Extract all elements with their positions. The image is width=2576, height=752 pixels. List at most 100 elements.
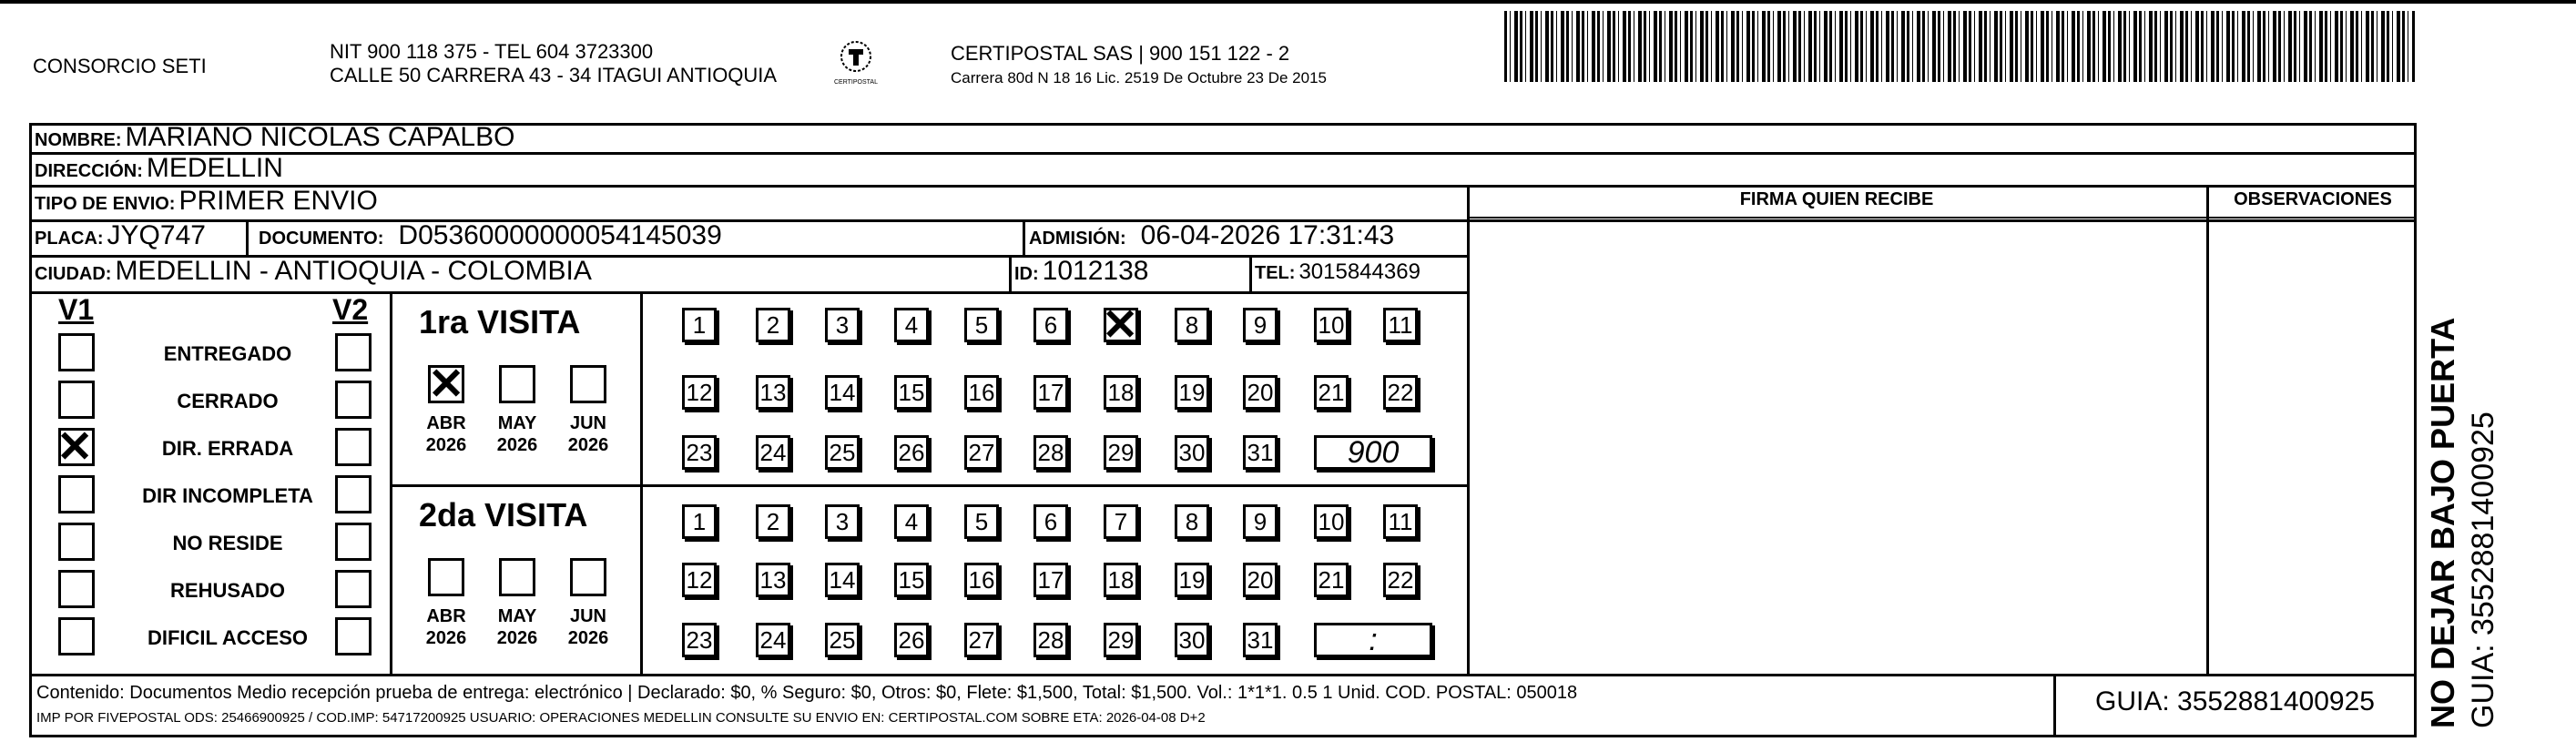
day-box[interactable]: 31 [1243,435,1278,470]
v2-checkbox[interactable] [335,617,372,655]
day-box[interactable]: 3 [825,308,860,342]
day-box[interactable]: 24 [756,623,790,657]
day-box[interactable]: 28 [1033,623,1068,657]
day-box[interactable]: 21 [1314,563,1349,597]
day-box[interactable]: 9 [1243,504,1278,539]
observations-area[interactable] [2209,218,2417,674]
month-checkbox[interactable] [428,365,464,403]
day-box[interactable]: 7 [1104,308,1138,342]
day-box[interactable]: 6 [1033,504,1068,539]
day-box[interactable]: 14 [825,563,860,597]
day-box[interactable]: 14 [825,375,860,410]
day-box[interactable]: 11 [1383,504,1418,539]
day-box[interactable]: 21 [1314,375,1349,410]
v1-checkbox[interactable] [58,333,95,371]
day-box[interactable]: 2 [756,308,790,342]
day-box[interactable]: 13 [756,375,790,410]
month-checkbox[interactable] [570,558,606,596]
day-box[interactable]: 13 [756,563,790,597]
placa-value: JYQ747 [107,220,206,250]
day-box[interactable]: 30 [1175,435,1209,470]
day-box[interactable]: 7 [1104,504,1138,539]
day-box[interactable]: 16 [964,563,999,597]
day-box[interactable]: 3 [825,504,860,539]
status-label: DIR. ERRADA [161,437,294,460]
v1-checkbox[interactable] [58,617,95,655]
day-box[interactable]: 18 [1104,375,1138,410]
day-box[interactable]: 19 [1175,563,1209,597]
v1-checkbox[interactable] [58,381,95,419]
day-box[interactable]: 22 [1383,375,1418,410]
day-box[interactable]: 30 [1175,623,1209,657]
v1-checkbox[interactable] [58,523,95,561]
direccion-value: MEDELLIN [146,153,283,183]
v2-checkbox[interactable] [335,570,372,608]
carrier-line: CERTIPOSTAL SAS | 900 151 122 - 2 [951,42,1290,65]
day-box[interactable]: 25 [825,435,860,470]
x-mark-icon: ✕ [428,361,465,409]
day-box[interactable]: 1 [682,308,717,342]
day-box[interactable]: 17 [1033,563,1068,597]
v1-checkbox[interactable] [58,475,95,513]
day-box[interactable]: 8 [1175,308,1209,342]
day-box[interactable]: 11 [1383,308,1418,342]
day-box[interactable]: 15 [894,563,929,597]
v2-checkbox[interactable] [335,333,372,371]
month-checkbox[interactable] [499,365,535,403]
placa-label: PLACA: [35,229,104,249]
day-box[interactable]: 12 [682,563,717,597]
top-edge [0,0,2576,4]
day-box[interactable]: 29 [1104,623,1138,657]
day-box[interactable]: 25 [825,623,860,657]
month-checkbox[interactable] [499,558,535,596]
day-box[interactable]: 28 [1033,435,1068,470]
tel-label: TEL: [1255,263,1296,283]
day-box[interactable]: 5 [964,308,999,342]
v2-checkbox[interactable] [335,428,372,466]
day-box[interactable]: 12 [682,375,717,410]
address-line: CALLE 50 CARRERA 43 - 34 ITAGUI ANTIOQUI… [330,64,778,86]
day-box[interactable]: 6 [1033,308,1068,342]
day-box[interactable]: 23 [682,623,717,657]
day-box[interactable]: 2 [756,504,790,539]
month-year: 2026 [567,435,609,455]
day-box[interactable]: 26 [894,435,929,470]
day-box[interactable]: 10 [1314,308,1349,342]
day-box[interactable]: 20 [1243,375,1278,410]
day-box[interactable]: 29 [1104,435,1138,470]
day-box[interactable]: 4 [894,308,929,342]
v1-checkbox[interactable] [58,428,95,466]
day-box[interactable]: 19 [1175,375,1209,410]
day-box[interactable]: 27 [964,623,999,657]
day-box[interactable]: 27 [964,435,999,470]
day-box[interactable]: 17 [1033,375,1068,410]
month-checkbox[interactable] [570,365,606,403]
v2-checkbox[interactable] [335,381,372,419]
day-box[interactable]: 1 [682,504,717,539]
day-box[interactable]: 16 [964,375,999,410]
visit-title: 1ra VISITA [419,303,581,340]
day-box[interactable]: 10 [1314,504,1349,539]
day-box[interactable]: 24 [756,435,790,470]
v2-checkbox[interactable] [335,523,372,561]
day-box[interactable]: 5 [964,504,999,539]
day-box[interactable]: 9 [1243,308,1278,342]
signature-area[interactable] [1467,218,2206,674]
extra-box[interactable]: : [1314,623,1432,657]
v2-checkbox[interactable] [335,475,372,513]
day-box[interactable]: 8 [1175,504,1209,539]
month-name: MAY [497,413,537,433]
v1-checkbox[interactable] [58,570,95,608]
day-box[interactable]: 31 [1243,623,1278,657]
day-box[interactable]: 4 [894,504,929,539]
day-box[interactable]: 26 [894,623,929,657]
day-box[interactable]: 18 [1104,563,1138,597]
logo-icon [840,41,871,72]
day-box[interactable]: 22 [1383,563,1418,597]
day-box[interactable]: 23 [682,435,717,470]
status-label: DIR INCOMPLETA [142,484,313,507]
day-box[interactable]: 20 [1243,563,1278,597]
extra-box[interactable]: 900 [1314,435,1432,470]
day-box[interactable]: 15 [894,375,929,410]
month-checkbox[interactable] [428,558,464,596]
